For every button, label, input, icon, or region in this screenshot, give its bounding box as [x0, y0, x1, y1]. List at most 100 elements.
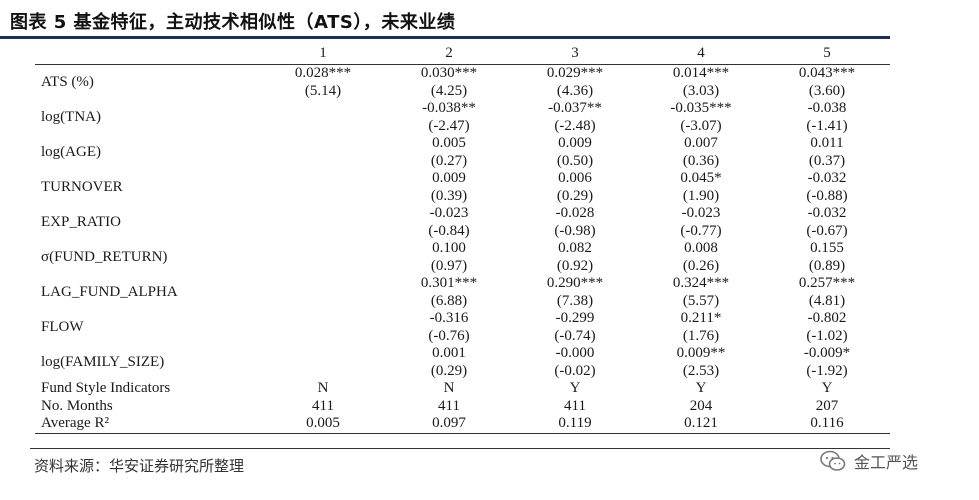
coef-cell: 0.082 [558, 240, 592, 256]
bottom-rule [30, 448, 890, 449]
summary-value: 411 [564, 397, 586, 414]
tstat-cell: (-0.98) [554, 222, 596, 239]
tstat-cell: (7.38) [556, 292, 594, 309]
coef-cell: 0.028*** [294, 65, 352, 81]
column-header: 5 [764, 42, 890, 65]
summary-row: No. Months 411 411 411 204 207 [35, 398, 890, 416]
coef-cell: 0.009** [676, 345, 726, 361]
column-header: 3 [512, 42, 638, 65]
tstat-cell: (-1.41) [806, 117, 848, 134]
coef-cell: -0.037** [548, 100, 602, 116]
summary-value: Y [821, 380, 833, 396]
coef-cell: -0.035*** [670, 100, 732, 116]
summary-row: Fund Style Indicators N N Y Y Y [35, 380, 890, 398]
variable-name: LAG_FUND_ALPHA [41, 283, 178, 300]
tstat-cell: (6.88) [430, 292, 468, 309]
tstat-cell: (1.90) [682, 187, 720, 204]
variable-name: FLOW [41, 318, 84, 335]
tstat-cell: (4.81) [808, 292, 846, 309]
tstat-cell: (2.53) [682, 362, 720, 379]
coef-cell: -0.023 [429, 205, 469, 221]
tstat-cell: (-0.88) [806, 187, 848, 204]
coef-cell: 0.029*** [546, 65, 604, 81]
coef-cell: 0.005 [432, 135, 466, 151]
coef-cell: -0.023 [681, 205, 721, 221]
tstat-row: (0.39) (0.29) (1.90) (-0.88) [35, 188, 890, 206]
summary-value: 0.116 [764, 415, 890, 434]
coef-row: log(TNA) -0.038** -0.037** -0.035*** -0.038 [35, 100, 890, 125]
tstat-cell: (3.60) [808, 82, 846, 99]
tstat-cell: (-0.74) [554, 327, 596, 344]
coef-cell [260, 310, 386, 328]
variable-name: log(TNA) [41, 108, 101, 125]
variable-name: TURNOVER [41, 178, 123, 195]
tstat-row: (0.29) (-0.02) (2.53) (-1.92) [35, 363, 890, 381]
coef-cell: -0.316 [429, 310, 469, 326]
summary-label: No. Months [41, 397, 113, 414]
summary-value: 411 [312, 397, 334, 414]
coef-cell: -0.038 [807, 100, 847, 116]
summary-value: 0.119 [512, 415, 638, 434]
tstat-cell: (0.29) [430, 362, 468, 379]
tstat-cell [260, 258, 386, 276]
coef-row: FLOW -0.316 -0.299 0.211* -0.802 [35, 310, 890, 335]
tstat-cell: (-0.02) [554, 362, 596, 379]
brand-watermark: 金工严选 [820, 446, 975, 476]
tstat-cell: (0.29) [556, 187, 594, 204]
summary-row: Average R² 0.005 0.097 0.119 0.121 0.116 [35, 415, 890, 434]
coef-cell: 0.030*** [420, 65, 478, 81]
coef-cell: 0.301*** [420, 275, 478, 291]
tstat-cell: (0.39) [430, 187, 468, 204]
coef-cell [260, 100, 386, 118]
tstat-cell: (3.03) [682, 82, 720, 99]
figure-title: 图表 5 基金特征，主动技术相似性（ATS），未来业绩 [10, 12, 456, 33]
tstat-cell [260, 153, 386, 171]
tstat-cell [260, 223, 386, 241]
source-note: 资料来源：华安证券研究所整理 [34, 457, 245, 475]
coef-cell: -0.009* [803, 345, 851, 361]
tstat-cell: (0.27) [430, 152, 468, 169]
coef-cell: -0.299 [555, 310, 595, 326]
variable-name: ATS (%) [41, 73, 94, 90]
regression-table-container: 1 2 3 4 5 ATS (%) 0.028*** 0.030*** 0.029**… [35, 42, 890, 434]
coef-cell: -0.802 [807, 310, 847, 326]
coef-cell: 0.043*** [798, 65, 856, 81]
coef-row: LAG_FUND_ALPHA 0.301*** 0.290*** 0.324*** 0.… [35, 275, 890, 300]
coef-cell: 0.155 [810, 240, 844, 256]
coef-cell: 0.100 [432, 240, 466, 256]
tstat-cell: (4.36) [556, 82, 594, 99]
summary-value: Y [695, 380, 707, 396]
coef-cell [260, 205, 386, 223]
tstat-cell: (0.89) [808, 257, 846, 274]
tstat-cell: (-0.76) [428, 327, 470, 344]
coef-cell: 0.007 [684, 135, 718, 151]
variable-name: EXP_RATIO [41, 213, 122, 230]
coef-cell [260, 275, 386, 293]
tstat-cell [260, 363, 386, 381]
tstat-row: (0.97) (0.92) (0.26) (0.89) [35, 258, 890, 276]
summary-value: N [317, 380, 329, 396]
header-blank [35, 42, 260, 65]
coef-cell: 0.257*** [798, 275, 856, 291]
tstat-row: (0.27) (0.50) (0.36) (0.37) [35, 153, 890, 171]
coef-cell: 0.045* [680, 170, 722, 186]
summary-value: 207 [815, 397, 839, 414]
coef-cell: 0.211* [680, 310, 722, 326]
coef-cell: -0.032 [807, 170, 847, 186]
coef-row: log(AGE) 0.005 0.009 0.007 0.011 [35, 135, 890, 160]
tstat-cell: (0.92) [556, 257, 594, 274]
coef-cell: 0.006 [558, 170, 592, 186]
coef-cell: -0.028 [555, 205, 595, 221]
coef-row: ATS (%) 0.028*** 0.030*** 0.029*** 0.014*** 0… [35, 65, 890, 90]
coef-cell: 0.001 [432, 345, 466, 361]
tstat-cell: (-0.67) [806, 222, 848, 239]
tstat-cell: (1.76) [682, 327, 720, 344]
column-header: 2 [386, 42, 512, 65]
tstat-row: (-2.47) (-2.48) (-3.07) (-1.41) [35, 118, 890, 136]
coef-cell: 0.009 [558, 135, 592, 151]
variable-name: log(FAMILY_SIZE) [41, 353, 165, 370]
summary-value: 411 [438, 397, 460, 414]
tstat-cell: (-0.84) [428, 222, 470, 239]
column-header: 4 [638, 42, 764, 65]
summary-value: 0.005 [260, 415, 386, 434]
